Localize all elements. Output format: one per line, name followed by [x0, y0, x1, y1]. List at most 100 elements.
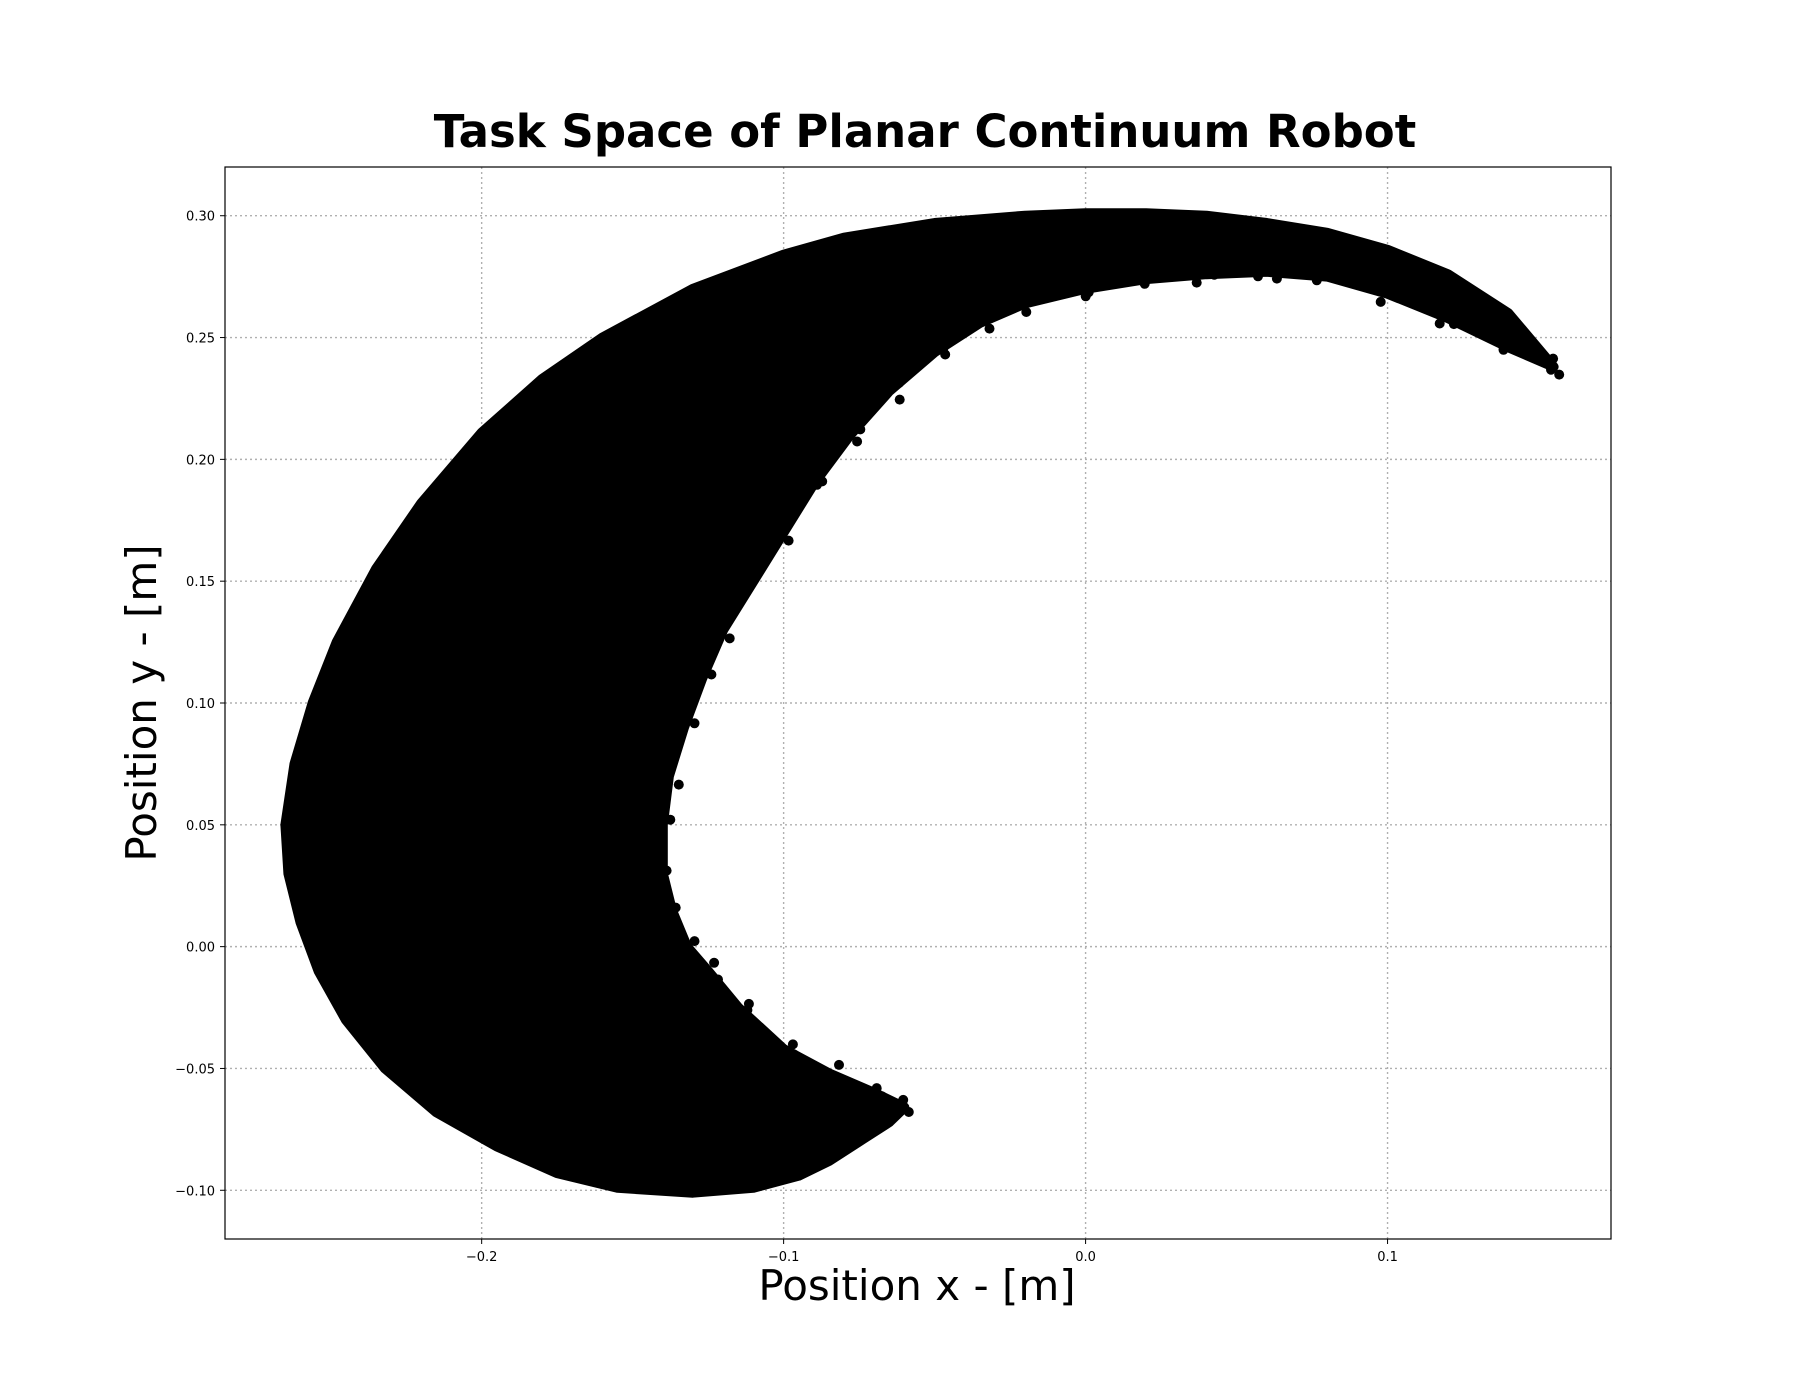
scatter-point — [1021, 307, 1032, 317]
scatter-point — [919, 355, 930, 366]
scatter-point — [852, 436, 863, 447]
chart-title: Task Space of Planar Continuum Robot — [434, 105, 1416, 158]
scatter-point — [830, 1076, 841, 1087]
scatter-point — [655, 769, 666, 780]
scatter-point — [657, 876, 668, 887]
x-tick-label: −0.2 — [466, 1250, 498, 1265]
scatter-point — [940, 349, 951, 360]
scatter-point — [815, 1067, 826, 1078]
scatter-point — [894, 378, 904, 388]
scatter-point — [1440, 306, 1450, 317]
scatter-point — [787, 1039, 798, 1050]
scatter-point — [812, 479, 822, 490]
scatter-point — [661, 865, 672, 876]
x-axis-label: Position x - [m] — [758, 1261, 1075, 1310]
scatter-point — [871, 1083, 882, 1094]
scatter-point — [669, 715, 680, 726]
scatter-point — [706, 669, 717, 680]
y-tick-label: 0.00 — [186, 941, 215, 956]
scatter-point — [984, 323, 995, 334]
y-tick-label: 0.10 — [186, 697, 215, 712]
scatter-point — [834, 1059, 844, 1070]
scatter-point — [1498, 344, 1509, 355]
scatter-point — [1546, 364, 1556, 375]
scatter-point — [1253, 271, 1263, 282]
scatter-point — [724, 633, 735, 644]
scatter-point — [668, 730, 679, 741]
scatter-point — [873, 384, 884, 395]
y-tick-label: 0.20 — [186, 453, 215, 468]
scatter-point — [723, 1010, 734, 1021]
scatter-point — [1209, 269, 1220, 280]
scatter-point — [683, 948, 694, 959]
scatter-point — [1195, 260, 1206, 271]
scatter-point — [836, 424, 846, 434]
scatter-point — [1332, 263, 1343, 274]
scatter-point — [1448, 319, 1459, 330]
x-tick-label: 0.1 — [1377, 1250, 1398, 1265]
scatter-point — [713, 974, 723, 985]
scatter-point — [743, 998, 754, 1009]
scatter-point — [877, 1091, 888, 1102]
y-tick-label: 0.30 — [186, 210, 215, 225]
scatter-point — [1027, 290, 1038, 300]
scatter-point — [897, 1099, 908, 1109]
scatter-point — [689, 681, 700, 692]
scatter-point — [689, 718, 700, 729]
scatter-point — [802, 487, 813, 498]
y-tick-label: 0.15 — [186, 575, 215, 590]
scatter-point — [1083, 287, 1094, 298]
scatter-point — [783, 535, 794, 546]
scatter-point — [1015, 297, 1026, 308]
scatter-point — [1372, 280, 1383, 291]
axis-ticks: −0.2 −0.1 0.0 0.1 −0.10 −0.05 0.00 0.05 0.10 0.15… — [175, 210, 1398, 1265]
scatter-point — [1251, 261, 1262, 272]
scatter-point — [670, 902, 681, 913]
scatter-point — [1391, 290, 1402, 301]
scatter-point — [1548, 353, 1559, 364]
scatter-point — [789, 1049, 800, 1060]
scatter-point — [694, 964, 705, 975]
scatter-point — [967, 311, 977, 322]
scatter-point — [903, 1107, 914, 1117]
scatter-point — [855, 424, 866, 435]
scatter-point — [742, 583, 753, 594]
y-tick-label: −0.05 — [175, 1062, 215, 1077]
scatter-point — [1145, 266, 1156, 277]
plot-frame — [224, 166, 1612, 1240]
scatter-point — [709, 624, 720, 635]
y-tick-label: 0.05 — [186, 819, 215, 834]
scatter-point-cloud — [280, 208, 1559, 1198]
scatter-point — [1133, 270, 1144, 281]
y-tick-label: 0.25 — [186, 332, 215, 347]
scatter-point — [1505, 334, 1516, 344]
scatter-point — [1375, 296, 1386, 307]
scatter-point — [777, 519, 788, 530]
scatter-point — [768, 1037, 779, 1048]
x-tick-label: 0.0 — [1075, 1250, 1096, 1265]
scatter-point — [1311, 275, 1322, 286]
y-axis-label: Position y - [m] — [117, 544, 166, 861]
scatter-point — [894, 394, 905, 405]
scatter-point — [1191, 277, 1202, 288]
scatter-point — [666, 913, 677, 924]
scatter-point — [689, 936, 700, 947]
scatter-point — [1077, 279, 1088, 290]
scatter-point — [686, 666, 697, 677]
scatter-point — [651, 860, 662, 871]
scatter-point — [648, 827, 659, 837]
scatter-point — [709, 957, 720, 968]
data-region — [280, 208, 1565, 1198]
y-tick-label: −0.10 — [175, 1184, 215, 1199]
scatter-point — [980, 313, 991, 324]
scatter-point — [750, 571, 761, 582]
scatter-point — [1139, 278, 1150, 289]
x-tick-label: −0.1 — [768, 1250, 800, 1265]
scatter-point — [673, 779, 684, 790]
scatter-point — [653, 813, 663, 824]
scatter-point — [1434, 318, 1445, 329]
scatter-point — [677, 935, 688, 946]
scatter-point — [863, 1095, 874, 1106]
scatter-point — [1554, 369, 1565, 380]
